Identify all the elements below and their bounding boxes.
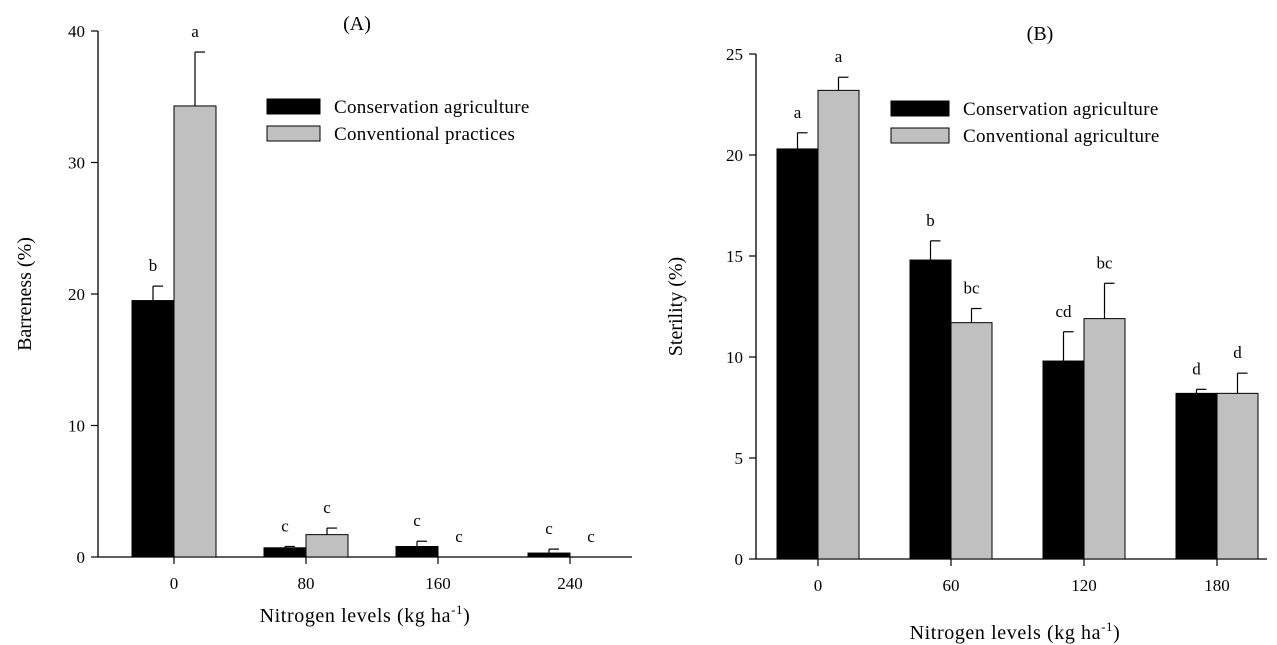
x-axis-label-superscript: -1 (451, 602, 463, 617)
chart-a: 0 10 20 30 40 0 80 160 240 b c c c a c c c Conservation a… (14, 13, 632, 627)
x-tick-label: 160 (425, 574, 451, 593)
x-tick-label: 60 (943, 576, 960, 595)
bar (263, 547, 307, 558)
y-tick-label: 25 (726, 45, 743, 64)
y-tick-label: 10 (68, 417, 85, 436)
y-tick-label: 40 (68, 22, 85, 41)
x-axis-label-close: ) (463, 605, 470, 627)
significance-letter: a (794, 103, 802, 122)
x-tick-label: 80 (298, 574, 315, 593)
significance-letter: c (281, 516, 289, 535)
y-tick-label: 0 (735, 550, 744, 569)
bar (909, 259, 952, 560)
significance-letter: bc (1096, 253, 1113, 272)
x-axis-label-main: Nitrogen levels (kg ha (260, 605, 451, 627)
bar (131, 300, 175, 558)
significance-letter: b (926, 211, 935, 230)
panel-title: (A) (343, 13, 371, 35)
significance-letter: c (587, 527, 595, 546)
significance-letter: c (323, 498, 331, 517)
y-tick-label: 20 (726, 146, 743, 165)
x-axis-label: Nitrogen levels (kg ha-1) (260, 602, 471, 627)
significance-letter: d (1233, 343, 1242, 362)
bar (527, 552, 571, 558)
bar (305, 534, 349, 558)
significance-letter: a (835, 47, 843, 66)
legend-swatch (890, 127, 950, 144)
legend-swatch (266, 98, 321, 115)
x-tick-label: 0 (170, 574, 179, 593)
bar (1083, 318, 1126, 560)
bar (950, 322, 993, 560)
significance-letter: c (455, 527, 463, 546)
significance-letter: a (191, 22, 199, 41)
panel-title: (B) (1027, 23, 1054, 45)
x-tick-label: 240 (557, 574, 583, 593)
legend-label: Conventional practices (334, 124, 515, 145)
x-tick-label: 180 (1204, 576, 1230, 595)
x-axis-label-close: ) (1113, 622, 1120, 644)
bar (173, 105, 217, 558)
x-axis-label-superscript: -1 (1101, 619, 1113, 634)
bar (1175, 392, 1218, 560)
legend-label: Conservation agriculture (963, 99, 1159, 120)
y-axis-label: Barreness (%) (14, 237, 36, 351)
bar (1042, 360, 1085, 560)
significance-letter: b (149, 256, 158, 275)
significance-letter: d (1192, 359, 1201, 378)
y-tick-label: 0 (77, 548, 86, 567)
bar (1216, 392, 1259, 560)
legend-swatch (266, 125, 321, 142)
y-tick-label: 30 (68, 154, 85, 173)
x-tick-label: 120 (1071, 576, 1097, 595)
y-tick-label: 20 (68, 285, 85, 304)
significance-letter: bc (963, 279, 980, 298)
y-axis-label: Sterility (%) (665, 257, 687, 356)
y-tick-label: 10 (726, 348, 743, 367)
bar (776, 148, 819, 560)
legend-label: Conservation agriculture (334, 97, 530, 118)
bar (817, 89, 860, 560)
y-tick-label: 15 (726, 247, 743, 266)
bar (395, 545, 439, 558)
x-axis-label: Nitrogen levels (kg ha-1) (910, 619, 1121, 644)
significance-letter: c (413, 511, 421, 530)
significance-letter: cd (1055, 302, 1072, 321)
legend-swatch (890, 100, 950, 117)
legend-label: Conventional agriculture (963, 126, 1160, 147)
significance-letter: c (545, 519, 553, 538)
x-tick-label: 0 (814, 576, 823, 595)
y-tick-label: 5 (735, 449, 744, 468)
x-axis-label-main: Nitrogen levels (kg ha (910, 622, 1101, 644)
